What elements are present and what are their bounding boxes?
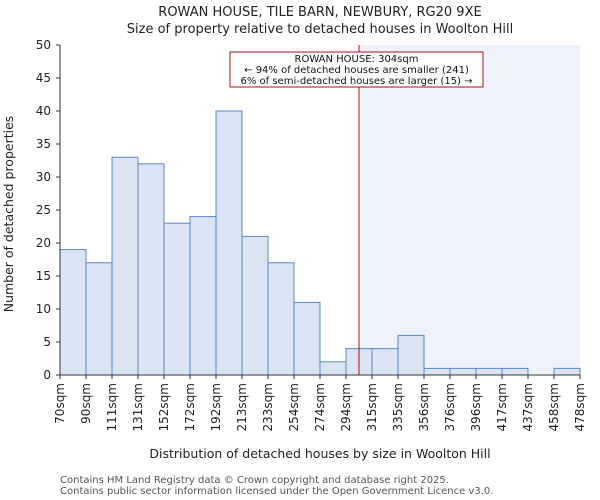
bar [553, 367, 581, 376]
x-tick-label: 417sqm [495, 383, 509, 431]
bar [215, 110, 243, 376]
x-tick-label: 315sqm [365, 383, 379, 431]
bar [137, 163, 165, 376]
y-tick-label: 35 [36, 137, 51, 151]
bar [371, 348, 399, 376]
y-tick-label: 5 [43, 335, 51, 349]
y-tick-label: 10 [36, 302, 51, 316]
chart-subtitle: Size of property relative to detached ho… [127, 22, 513, 37]
annotation-box [229, 51, 484, 88]
x-tick-label: 233sqm [261, 383, 275, 431]
y-tick-label: 15 [36, 269, 51, 283]
x-tick-label: 90sqm [79, 383, 93, 424]
x-tick-label: 458sqm [547, 383, 561, 431]
x-tick-label: 335sqm [391, 383, 405, 431]
y-axis-label: Number of detached properties [1, 116, 16, 313]
x-tick-label: 356sqm [417, 383, 431, 431]
y-tick-label: 20 [36, 236, 51, 250]
y-tick-label: 0 [43, 368, 51, 382]
footer-licence: Contains public sector information licen… [60, 486, 493, 497]
x-axis-ticks: 70sqm 90sqm 111sqm 131sqm 152sqm 172sqm 192sqm… [53, 375, 587, 431]
x-tick-label: 437sqm [521, 383, 535, 431]
bar [319, 361, 347, 376]
x-tick-label: 111sqm [105, 383, 119, 431]
bar [423, 367, 451, 376]
x-tick-label: 152sqm [157, 383, 171, 431]
bar [241, 235, 269, 376]
x-tick-label: 396sqm [469, 383, 483, 431]
bar [293, 301, 321, 376]
annotation-title: ROWAN HOUSE: 304sqm [295, 54, 419, 65]
x-tick-label: 478sqm [573, 383, 587, 431]
x-tick-label: 376sqm [443, 383, 457, 431]
annotation-smaller: ← 94% of detached houses are smaller (24… [244, 65, 469, 76]
chart-title: ROWAN HOUSE, TILE BARN, NEWBURY, RG20 9X… [158, 5, 481, 20]
x-axis-label: Distribution of detached houses by size … [149, 446, 490, 461]
bar [501, 367, 529, 376]
bar [111, 156, 139, 376]
x-tick-label: 131sqm [131, 383, 145, 431]
bar [397, 334, 425, 376]
bars [59, 110, 581, 376]
y-tick-label: 40 [36, 104, 51, 118]
x-tick-label: 213sqm [235, 383, 249, 431]
x-tick-label: 254sqm [287, 383, 301, 431]
bar [267, 262, 295, 376]
bar [59, 249, 87, 376]
annotation-larger: 6% of semi-detached houses are larger (1… [240, 76, 472, 87]
bar [449, 367, 477, 376]
bar [189, 216, 217, 376]
footer-copyright: Contains HM Land Registry data © Crown c… [60, 475, 449, 486]
bar [163, 222, 191, 376]
y-axis-ticks: 0 5 10 15 20 25 30 35 40 45 50 [36, 38, 60, 382]
x-tick-label: 294sqm [339, 383, 353, 431]
larger-property-shade [359, 45, 580, 375]
y-tick-label: 45 [36, 71, 51, 85]
x-tick-label: 70sqm [53, 383, 67, 424]
bar [475, 367, 503, 376]
x-tick-label: 192sqm [209, 383, 223, 431]
y-tick-label: 30 [36, 170, 51, 184]
y-tick-label: 25 [36, 203, 51, 217]
x-tick-label: 172sqm [183, 383, 197, 431]
property-annotation: ROWAN HOUSE: 304sqm ← 94% of detached ho… [229, 51, 484, 88]
y-tick-label: 50 [36, 38, 51, 52]
x-tick-label: 274sqm [313, 383, 327, 431]
bar [85, 262, 113, 376]
